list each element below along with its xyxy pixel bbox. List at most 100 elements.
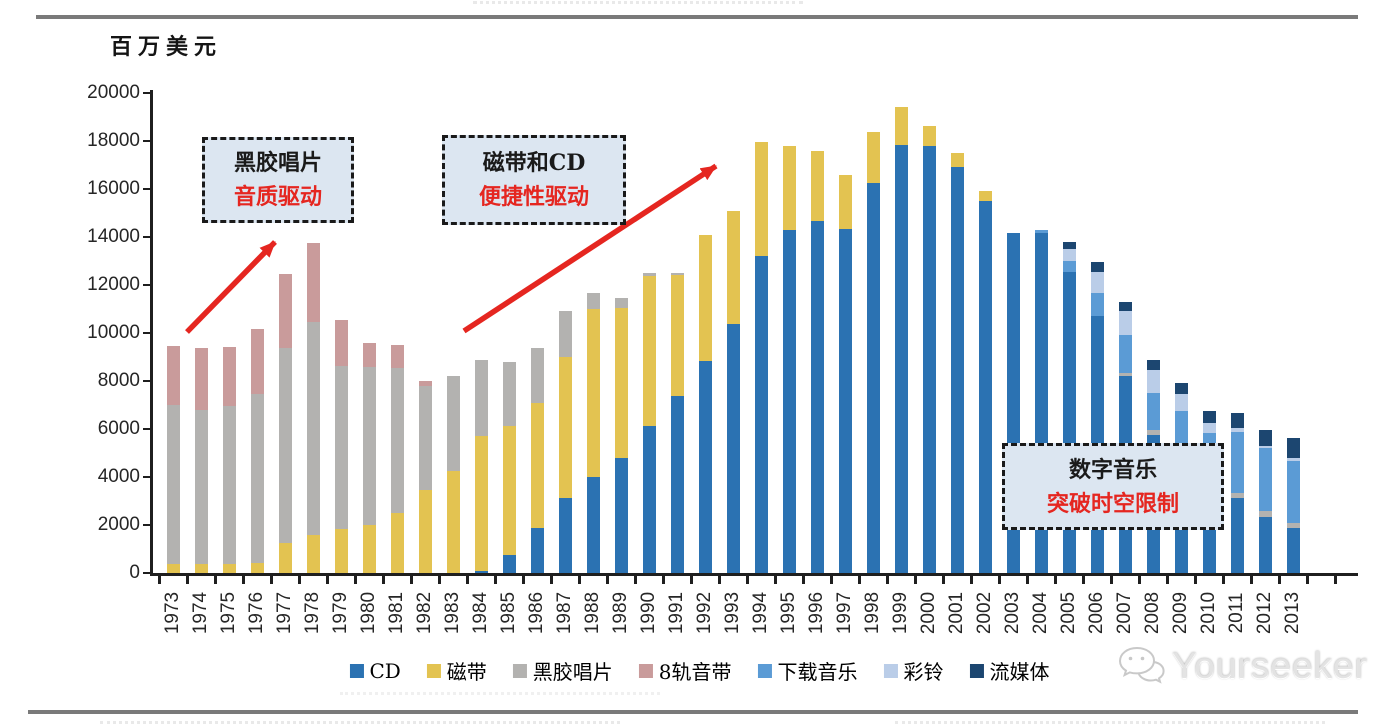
y-axis-tick-label: 6000 bbox=[97, 418, 140, 439]
bar-segment bbox=[1286, 460, 1300, 524]
bar-segment bbox=[558, 357, 572, 499]
x-axis-label: 1975 bbox=[218, 591, 239, 635]
cropped-text-remnant-bottom-left bbox=[100, 721, 620, 724]
bar-segment bbox=[194, 347, 208, 410]
bar-segment bbox=[1258, 429, 1272, 446]
bar-segment bbox=[334, 529, 348, 573]
x-axis-label: 1988 bbox=[582, 591, 603, 635]
x-axis-label: 2012 bbox=[1254, 591, 1275, 635]
bar-segment bbox=[642, 426, 656, 573]
bar-segment bbox=[250, 329, 264, 394]
bar-segment bbox=[530, 528, 544, 573]
y-axis-unit-label: 百万美元 bbox=[110, 34, 223, 60]
x-axis-label: 1981 bbox=[386, 591, 407, 635]
x-axis-label: 1982 bbox=[414, 591, 435, 635]
callout-vinyl-subtitle: 音质驱动 bbox=[233, 184, 322, 210]
x-axis-tick bbox=[382, 576, 385, 584]
bar-segment bbox=[474, 570, 488, 573]
bar-segment bbox=[250, 562, 264, 573]
x-axis-tick bbox=[438, 576, 441, 584]
bar-segment bbox=[866, 182, 880, 573]
bar-segment bbox=[306, 242, 320, 322]
callout-vinyl: 黑胶唱片 音质驱动 bbox=[202, 137, 354, 223]
top-divider-line bbox=[36, 15, 1358, 19]
bar-segment bbox=[222, 347, 236, 407]
bar-segment bbox=[446, 376, 460, 471]
x-axis-tick bbox=[1166, 576, 1169, 584]
x-axis-tick bbox=[158, 576, 161, 584]
x-axis-tick bbox=[690, 576, 693, 584]
y-axis-tick bbox=[143, 91, 151, 95]
bar-segment bbox=[1258, 445, 1272, 449]
bar-segment bbox=[1146, 369, 1160, 393]
bar-segment bbox=[362, 525, 376, 573]
x-axis-tick bbox=[886, 576, 889, 584]
x-axis-tick bbox=[802, 576, 805, 584]
bar-segment bbox=[922, 125, 936, 146]
x-axis-label: 1978 bbox=[302, 591, 323, 635]
callout-cassette-cd: 磁带和CD 便捷性驱动 bbox=[442, 135, 626, 225]
x-axis-tick bbox=[634, 576, 637, 584]
legend-item: 8轨音带 bbox=[638, 656, 732, 685]
bar-segment bbox=[334, 319, 348, 367]
x-axis-tick bbox=[942, 576, 945, 584]
x-axis-label: 2004 bbox=[1030, 591, 1051, 635]
legend-label: 黑胶唱片 bbox=[532, 660, 613, 684]
bottom-divider-line bbox=[28, 710, 1358, 714]
bar-segment bbox=[474, 359, 488, 436]
bar-segment bbox=[362, 366, 376, 525]
x-axis-label: 2001 bbox=[946, 591, 967, 635]
x-axis-tick bbox=[522, 576, 525, 584]
bar-segment bbox=[1062, 241, 1076, 249]
wechat-icon bbox=[1118, 646, 1165, 684]
bar-segment bbox=[1258, 510, 1272, 517]
cropped-text-remnant-bottom-right bbox=[895, 721, 1325, 724]
x-axis-label: 1993 bbox=[722, 591, 743, 635]
bar-segment bbox=[1258, 448, 1272, 511]
x-axis-tick bbox=[830, 576, 833, 584]
bar-segment bbox=[222, 563, 236, 573]
x-axis-tick bbox=[858, 576, 861, 584]
x-axis-tick bbox=[1250, 576, 1253, 584]
x-axis-tick bbox=[1334, 576, 1337, 584]
x-axis-tick bbox=[606, 576, 609, 584]
x-axis-label: 1983 bbox=[442, 591, 463, 635]
bar-segment bbox=[1118, 335, 1132, 373]
x-axis-label: 2000 bbox=[918, 591, 939, 635]
x-axis-label: 1977 bbox=[274, 591, 295, 635]
legend-label: 流媒体 bbox=[989, 660, 1050, 684]
bar-segment bbox=[418, 489, 432, 573]
bar-segment bbox=[698, 235, 712, 362]
y-axis-tick-label: 0 bbox=[129, 562, 140, 583]
bar-segment bbox=[726, 323, 740, 573]
y-axis-line bbox=[150, 90, 153, 576]
bar-segment bbox=[670, 272, 684, 276]
bar-segment bbox=[978, 190, 992, 202]
bar-segment bbox=[810, 151, 824, 221]
y-axis-tick bbox=[143, 571, 151, 575]
x-axis-label: 1986 bbox=[526, 591, 547, 635]
legend-swatch-icon bbox=[349, 663, 364, 678]
legend-label: CD bbox=[369, 658, 401, 683]
x-axis-label: 2013 bbox=[1282, 591, 1303, 635]
bar-segment bbox=[894, 107, 908, 145]
bar-segment bbox=[838, 174, 852, 230]
x-axis-tick bbox=[354, 576, 357, 584]
x-axis-tick bbox=[1082, 576, 1085, 584]
bar-segment bbox=[922, 145, 936, 573]
x-axis-tick bbox=[998, 576, 1001, 584]
bar-segment bbox=[1118, 311, 1132, 336]
x-axis-label: 2005 bbox=[1058, 591, 1079, 635]
callout-digital-music-title: 数字音乐 bbox=[1068, 456, 1157, 483]
bar-segment bbox=[278, 542, 292, 573]
x-axis-label: 1999 bbox=[890, 591, 911, 635]
y-axis-tick-label: 20000 bbox=[87, 82, 140, 103]
x-axis-label: 1984 bbox=[470, 591, 491, 635]
x-axis-tick bbox=[270, 576, 273, 584]
legend-swatch-icon bbox=[757, 663, 772, 678]
bar-segment bbox=[1286, 458, 1300, 461]
callout-digital-music: 数字音乐 突破时空限制 bbox=[1002, 443, 1224, 530]
bar-segment bbox=[558, 498, 572, 573]
